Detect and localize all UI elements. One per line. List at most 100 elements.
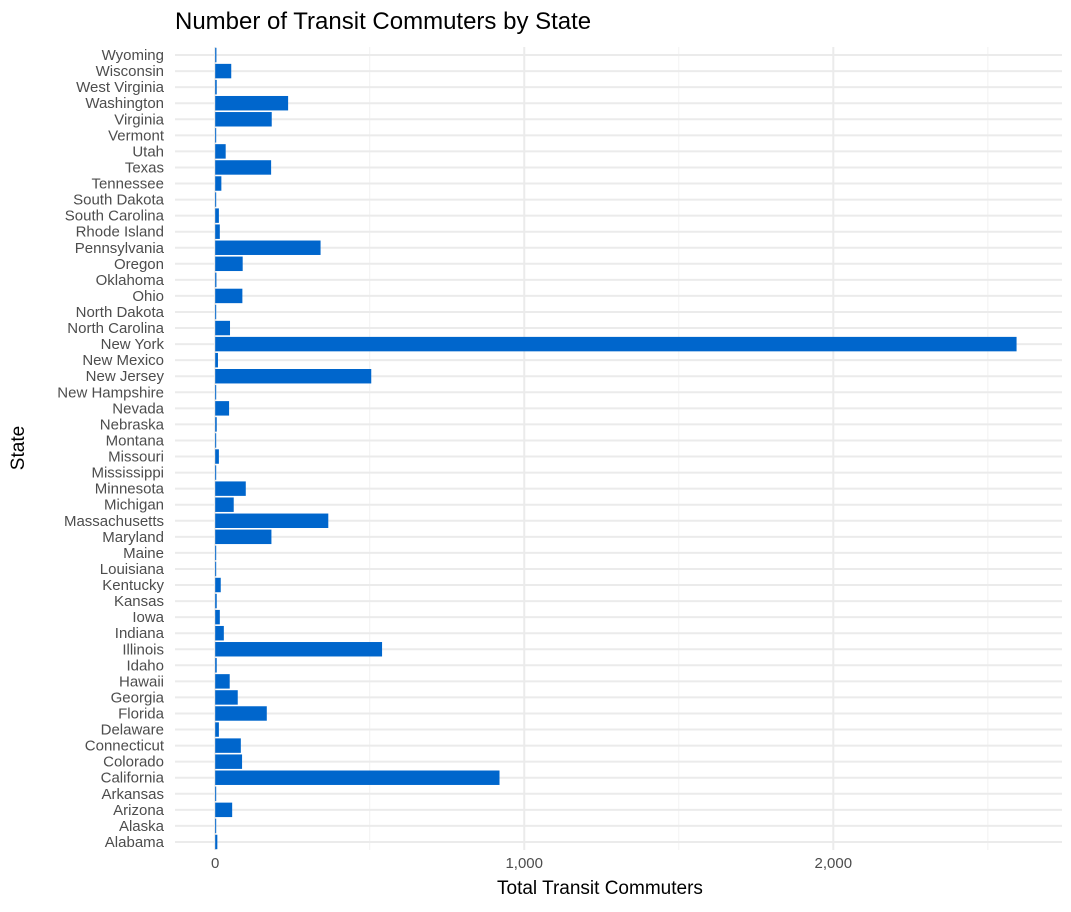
bar-florida	[215, 706, 267, 721]
y-tick-label: South Carolina	[65, 208, 165, 225]
y-tick-label: Mississippi	[91, 465, 164, 482]
bar-montana	[215, 433, 217, 448]
y-tick-label: Michigan	[104, 497, 164, 514]
y-tick-label: Massachusetts	[64, 513, 164, 530]
bar-rhode-island	[215, 224, 220, 239]
y-tick-label: Iowa	[132, 609, 164, 626]
bar-colorado	[215, 754, 243, 769]
y-tick-label: Alabama	[105, 834, 165, 851]
bar-nevada	[215, 401, 230, 416]
bar-wyoming	[215, 47, 217, 63]
y-tick-label: Florida	[118, 705, 165, 722]
y-tick-label: Nebraska	[100, 416, 165, 433]
bar-kentucky	[215, 577, 221, 593]
bar-iowa	[215, 609, 220, 625]
y-tick-label: West Virginia	[76, 79, 164, 96]
bar-wisconsin	[215, 63, 232, 79]
y-tick-label: New York	[101, 336, 165, 353]
y-tick-label: Indiana	[115, 625, 165, 642]
bar-south-carolina	[215, 208, 219, 223]
bar-oklahoma	[215, 272, 217, 288]
y-tick-label: Kansas	[114, 593, 164, 610]
bar-arkansas	[215, 786, 217, 802]
y-tick-label: Virginia	[114, 111, 164, 128]
y-tick-label: Pennsylvania	[75, 240, 165, 257]
bar-oregon	[215, 256, 243, 272]
y-tick-label: Vermont	[108, 127, 165, 144]
bar-idaho	[215, 658, 217, 673]
bar-maryland	[215, 529, 272, 545]
y-tick-label: Delaware	[101, 722, 164, 739]
y-tick-label: Washington	[85, 95, 164, 112]
bar-new-york	[215, 336, 1017, 352]
x-tick-label: 2,000	[815, 855, 853, 872]
bar-maine	[215, 545, 217, 561]
y-tick-label: Arizona	[113, 802, 165, 819]
y-tick-label: Rhode Island	[76, 224, 164, 241]
x-axis-label: Total Transit Commuters	[497, 878, 703, 899]
y-tick-label: Minnesota	[95, 481, 165, 498]
y-tick-label: Hawaii	[119, 673, 164, 690]
bar-utah	[215, 144, 226, 159]
y-tick-label: New Hampshire	[57, 384, 164, 401]
bar-new-jersey	[215, 369, 372, 384]
y-tick-label: South Dakota	[73, 192, 165, 209]
bar-massachusetts	[215, 513, 329, 528]
y-tick-label: North Dakota	[76, 304, 165, 321]
y-tick-label: Maine	[123, 545, 164, 562]
x-tick-label: 1,000	[505, 855, 543, 872]
y-tick-label: Illinois	[122, 641, 164, 658]
y-tick-label: Wisconsin	[96, 63, 164, 80]
bar-louisiana	[215, 561, 217, 577]
y-tick-label: Oklahoma	[96, 272, 165, 289]
y-tick-label: Colorado	[103, 754, 164, 771]
bar-virginia	[215, 112, 272, 127]
bar-missouri	[215, 449, 219, 464]
y-tick-label: Kentucky	[102, 577, 164, 594]
bar-tennessee	[215, 176, 222, 191]
y-tick-label: New Mexico	[82, 352, 164, 369]
y-tick-label: Tennessee	[91, 176, 164, 193]
chart-title: Number of Transit Commuters by State	[175, 8, 592, 35]
bar-north-dakota	[215, 304, 217, 320]
bar-arizona	[215, 802, 233, 818]
y-tick-label: Nevada	[112, 400, 164, 417]
bar-south-dakota	[215, 192, 217, 207]
bar-georgia	[215, 690, 238, 705]
bar-north-carolina	[215, 320, 231, 336]
bar-ohio	[215, 288, 243, 304]
x-tick-label: 0	[211, 855, 219, 872]
bar-michigan	[215, 497, 234, 512]
y-tick-label: Idaho	[126, 657, 164, 674]
bar-minnesota	[215, 481, 246, 496]
bar-new-mexico	[215, 352, 218, 368]
y-tick-label: North Carolina	[67, 320, 164, 337]
bar-indiana	[215, 625, 224, 641]
bar-alabama	[215, 834, 218, 850]
y-tick-label: Montana	[106, 432, 165, 449]
bar-illinois	[215, 642, 383, 657]
bar-hawaii	[215, 674, 230, 689]
y-tick-label: Ohio	[132, 288, 164, 305]
y-tick-label: Louisiana	[100, 561, 165, 578]
bar-pennsylvania	[215, 240, 321, 255]
y-tick-label: Utah	[132, 143, 164, 160]
bar-california	[215, 770, 500, 785]
bar-vermont	[215, 128, 217, 143]
y-tick-label: Wyoming	[102, 47, 164, 64]
bar-connecticut	[215, 738, 241, 753]
y-tick-label: Oregon	[114, 256, 164, 273]
bar-texas	[215, 160, 272, 175]
bar-mississippi	[215, 465, 217, 480]
y-axis-label: State	[8, 425, 29, 471]
y-tick-label: Maryland	[102, 529, 164, 546]
y-tick-label: California	[101, 770, 165, 787]
y-tick-label: Connecticut	[85, 738, 165, 755]
y-tick-label: Alaska	[119, 818, 165, 835]
bar-kansas	[215, 593, 217, 609]
bar-new-hampshire	[215, 385, 217, 400]
bar-west-virginia	[215, 79, 217, 95]
y-tick-label: Georgia	[111, 689, 165, 706]
bar-washington	[215, 95, 289, 111]
